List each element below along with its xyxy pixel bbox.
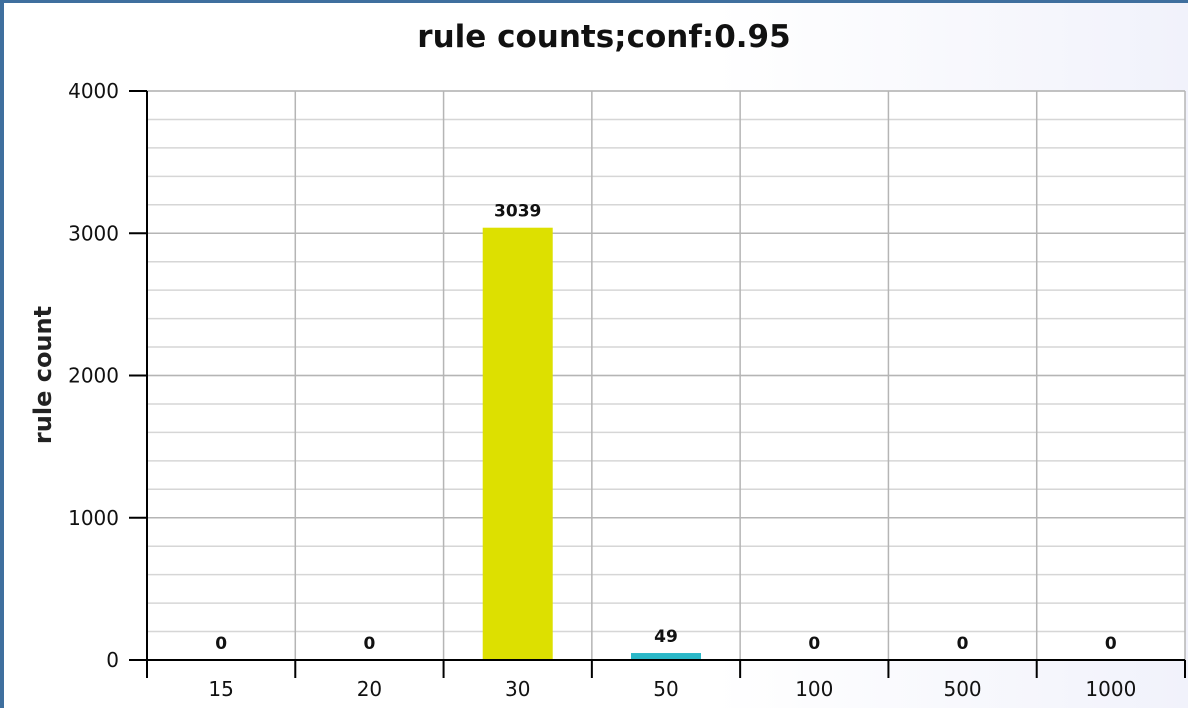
x-tick-label: 500 xyxy=(943,677,981,701)
data-label-20: 0 xyxy=(364,634,376,654)
data-label-500: 0 xyxy=(957,634,969,654)
chart-title: rule counts;conf:0.95 xyxy=(417,19,790,55)
chart-canvas: rule counts;conf:0.95 rule count 0 0 3039 4… xyxy=(29,19,1186,701)
data-label-15: 0 xyxy=(215,634,227,654)
axes: 0 1000 2000 3000 4000 15 20 30 50 100 500 1000 xyxy=(68,79,1186,701)
data-labels: 0 0 3039 49 0 0 0 xyxy=(215,202,1117,654)
grid xyxy=(147,90,1186,661)
x-tick-label: 50 xyxy=(653,677,678,701)
data-label-1000: 0 xyxy=(1105,634,1117,654)
y-tick-label: 4000 xyxy=(68,79,119,103)
y-axis-label: rule count xyxy=(29,306,57,444)
x-tick-label: 100 xyxy=(795,677,833,701)
x-tick-label: 30 xyxy=(505,677,530,701)
y-tick-label: 1000 xyxy=(68,506,119,530)
y-tick-label: 0 xyxy=(106,648,119,672)
y-tick-label: 2000 xyxy=(68,364,119,388)
bar-30 xyxy=(482,227,553,660)
data-label-100: 0 xyxy=(808,634,820,654)
bar-50 xyxy=(631,653,701,660)
x-tick-label: 20 xyxy=(357,677,382,701)
x-tick-label: 15 xyxy=(208,677,233,701)
data-label-50: 49 xyxy=(654,627,678,647)
x-tick-label: 1000 xyxy=(1085,677,1136,701)
y-tick-label: 3000 xyxy=(68,221,119,245)
bars xyxy=(482,227,701,660)
data-label-30: 3039 xyxy=(494,202,541,222)
